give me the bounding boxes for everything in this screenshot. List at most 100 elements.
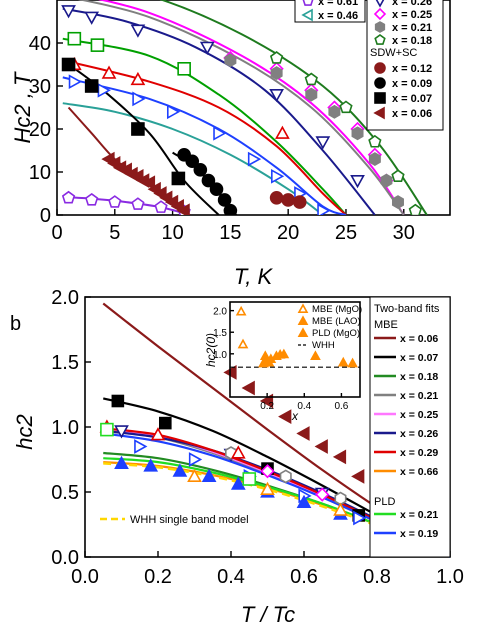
whh-annotation: WHH single band model — [100, 514, 249, 526]
panel-b-ylabel: hc2 — [12, 414, 37, 449]
inset-data-point — [237, 338, 249, 349]
legend-a-label: x = 0.09 — [392, 78, 432, 90]
legend-b-entries: x = 0.06 x = 0.07 x = 0.18 x = 0.21 x = 0.25… — [374, 333, 438, 540]
b-ytick-label: 1.0 — [51, 417, 79, 439]
inset-legend: MBE (MgO)MBE (LAO)PLD (MgO)WHH — [297, 303, 362, 351]
inset-data-point — [278, 348, 290, 359]
panel-b-xlabel: T / Tc — [241, 602, 295, 627]
a-data-point — [247, 151, 262, 167]
inset-legend-label: MBE (MgO) — [312, 304, 362, 315]
a-data-point — [185, 154, 200, 169]
inset-legend-label: MBE (LAO) — [312, 316, 361, 327]
b-data-point — [114, 455, 129, 470]
legend-a-marker — [301, 8, 313, 22]
legend-a-label: x = 0.46 — [318, 10, 358, 22]
a-data-point — [305, 87, 318, 102]
inset-data-point — [259, 350, 271, 360]
inset-legend-marker — [297, 315, 309, 326]
a-data-point — [131, 122, 145, 136]
a-data-point — [61, 190, 76, 204]
panel-a: 0 5 10 15 20 25 30 0 10 20 30 40 T, K Hc2 , T x = 0… — [10, 0, 451, 289]
a-data-point — [271, 168, 285, 184]
inset-legend-marker — [297, 327, 309, 338]
b-data-point — [260, 464, 275, 479]
legend-a-marker — [373, 7, 387, 21]
panel-a-points — [61, 5, 422, 215]
inset-legend-label: PLD (MgO) — [312, 328, 360, 339]
a-data-point — [391, 195, 404, 210]
b-data-point — [315, 487, 330, 502]
b-data-point — [278, 409, 292, 424]
a-data-point — [166, 104, 181, 120]
legend-b-label: x = 0.21 — [400, 509, 438, 521]
inset-xtick-label: 0.4 — [297, 401, 311, 412]
legend-a-label: x = 0.26 — [392, 0, 432, 8]
a-data-point — [315, 136, 331, 150]
a-data-point — [408, 203, 422, 215]
legend-a-marker — [302, 0, 314, 6]
a-data-point — [90, 38, 105, 52]
a-fit-line — [77, 0, 405, 215]
a-data-point — [67, 31, 82, 46]
a-fit-line — [62, 102, 324, 215]
inset-xlabel: x — [291, 409, 299, 423]
a-data-point — [85, 192, 99, 206]
a-data-point — [269, 51, 284, 64]
b-xtick-label: 0.0 — [71, 566, 99, 588]
b-data-point — [260, 481, 275, 496]
inset-xtick-label: 0.6 — [334, 401, 348, 412]
legend-b-label: x = 0.07 — [400, 352, 438, 364]
b-data-point — [242, 472, 257, 486]
legend-a-entries: x = 0.61 x = 0.46 x = 0.26x = 0.25x = 0.21… — [301, 0, 432, 120]
legend-b-group-mbe: MBE — [374, 319, 398, 331]
legend-b-label: x = 0.06 — [400, 333, 438, 345]
b-xtick-label: 0.8 — [363, 566, 391, 588]
a-data-point — [101, 65, 117, 79]
panel-a-ylabel: Hc2 , T — [10, 71, 35, 143]
b-data-point — [159, 416, 172, 430]
a-data-point — [209, 182, 224, 196]
a-xtick-label: 5 — [109, 222, 120, 244]
b-data-point — [259, 393, 274, 409]
b-ytick-label: 0.5 — [51, 482, 79, 504]
a-xtick-label: 30 — [393, 222, 415, 244]
legend-b-label: x = 0.25 — [400, 409, 438, 421]
b-data-point — [134, 439, 148, 454]
panel-b-ticks: 0.0 0.2 0.4 0.6 0.8 1.0 0.0 0.5 1.0 1.5 2.0 — [51, 287, 464, 588]
b-data-point — [100, 422, 114, 437]
a-data-point — [391, 169, 405, 182]
b-data-point — [114, 425, 129, 439]
inset: 0.2 0.4 0.6 1.0 1.5 2.0 x hc2(0) MBE (MgO)MBE… — [204, 301, 362, 423]
a-data-point — [132, 91, 146, 107]
inset-data-point — [310, 350, 321, 360]
b-data-point — [296, 494, 312, 509]
inset-data-point — [263, 356, 275, 367]
inset-data-point — [337, 356, 349, 367]
a-data-point — [217, 193, 232, 207]
panel-b: 0.0 0.2 0.4 0.6 0.8 1.0 0.0 0.5 1.0 1.5 2.0 b T / … — [10, 287, 464, 627]
a-data-point — [171, 171, 186, 186]
a-data-point — [224, 53, 237, 68]
legend-a-marker — [374, 62, 386, 74]
a-ytick-label: 20 — [29, 119, 51, 141]
legend-a-label: x = 0.06 — [392, 108, 432, 120]
a-data-point — [304, 72, 318, 86]
legend-a-label: x = 0.61 — [318, 0, 358, 8]
a-fit-line — [62, 195, 191, 215]
a-data-point — [213, 125, 227, 141]
inset-ytick-label: 1.0 — [213, 350, 227, 361]
a-xtick-label: 20 — [277, 222, 299, 244]
b-data-point — [201, 468, 217, 483]
a-data-point — [270, 66, 283, 81]
b-ytick-label: 0.0 — [51, 547, 79, 569]
a-data-point — [368, 152, 381, 167]
b-data-point — [187, 468, 202, 483]
a-data-point — [269, 89, 284, 103]
b-xtick-label: 1.0 — [436, 566, 464, 588]
inset-ylabel: hc2(0) — [204, 333, 218, 367]
b-data-point — [230, 445, 246, 459]
legend-b-label: x = 0.26 — [400, 428, 438, 440]
inset-data-point — [347, 357, 358, 368]
b-data-point — [351, 469, 365, 484]
